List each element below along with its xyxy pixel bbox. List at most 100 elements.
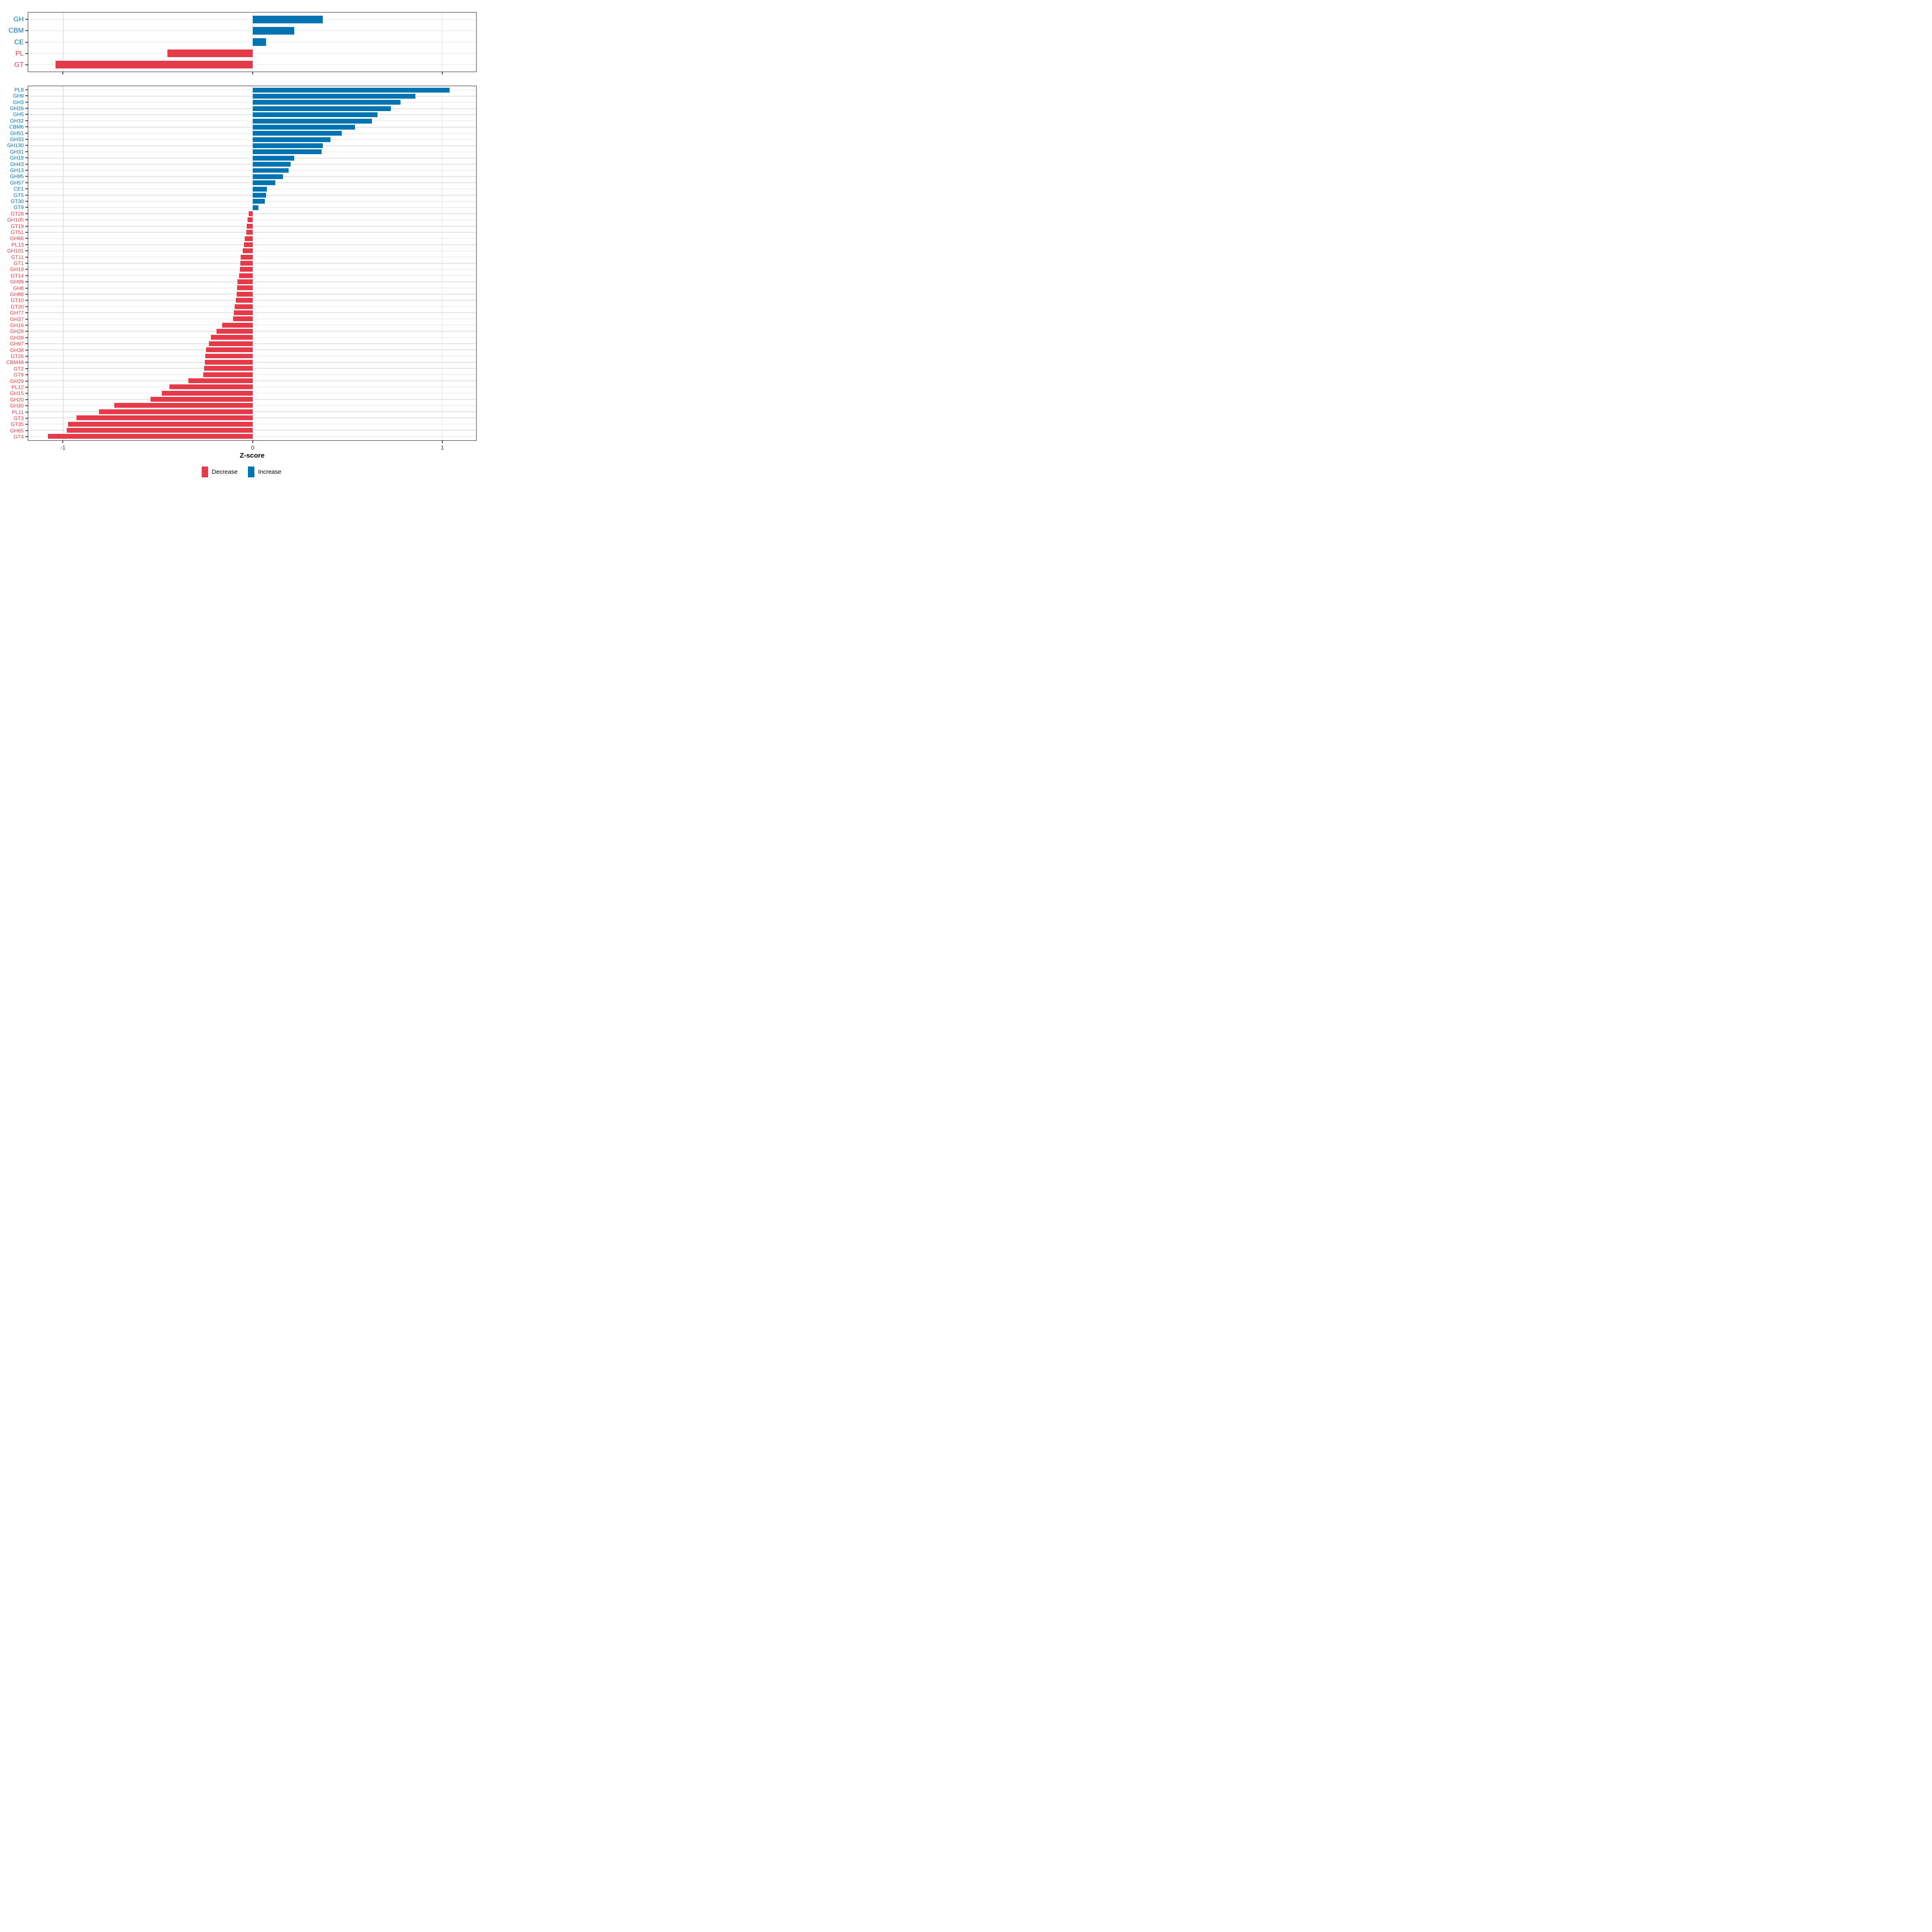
category-gridline: [28, 207, 476, 208]
bar-gh51: [252, 131, 342, 136]
y-axis-tick: [25, 120, 28, 121]
category-label-gh20: GH20: [10, 396, 24, 403]
y-axis-tick: [25, 244, 28, 245]
category-label-gt10: GT10: [10, 297, 24, 303]
legend-item-decrease: Decrease: [202, 466, 237, 477]
category-label-gh37: GH37: [10, 316, 24, 322]
bar-gh105: [247, 217, 253, 223]
y-axis-tick: [25, 126, 28, 128]
bar-gh95: [252, 174, 283, 179]
y-axis-tick: [25, 114, 28, 115]
bar-gt19: [247, 223, 253, 229]
legend-item-increase: Increase: [248, 466, 281, 477]
bar-ce1: [252, 186, 267, 192]
bar-gt28: [249, 211, 253, 217]
bar-gh97: [209, 341, 253, 346]
bar-gt1: [240, 261, 253, 266]
bar-gt: [56, 60, 253, 69]
category-gridline: [28, 151, 476, 153]
y-axis-tick: [25, 380, 28, 382]
bar-gh16: [222, 322, 253, 328]
y-axis-tick: [25, 219, 28, 221]
category-label-gt35: GT35: [10, 421, 24, 427]
bar-gh: [252, 15, 323, 24]
bar-gh33: [252, 137, 330, 142]
x-axis-title: Z-score: [239, 452, 265, 459]
bottom-panel: [28, 86, 477, 441]
category-label-gt3: GT3: [13, 415, 24, 421]
category-gridline: [28, 133, 476, 134]
y-axis-tick: [25, 393, 28, 394]
y-axis-tick: [25, 53, 28, 54]
category-label-gt4: GT4: [13, 433, 24, 440]
y-axis-tick: [25, 281, 28, 283]
x-axis-tick: [252, 441, 253, 443]
x-axis: -1 0 1: [28, 441, 477, 453]
bar-gh31: [252, 149, 322, 155]
bar-gt20: [234, 304, 253, 309]
category-gridline: [28, 170, 476, 171]
bar-gt3: [76, 415, 253, 421]
figure: GH CBM CE PL GT PL8 GH9 GH3 GH26 GH5 GH32 CBM6 GH51…: [0, 0, 483, 483]
category-label-gh15: GH15: [10, 390, 24, 396]
y-axis-tick: [25, 101, 28, 103]
category-label-gh9: GH9: [13, 93, 24, 99]
bar-gt30: [252, 199, 265, 204]
category-label-gh43: GH43: [10, 161, 24, 167]
y-axis-tick: [25, 362, 28, 363]
legend-swatch-increase: [248, 466, 255, 477]
legend-label-decrease: Decrease: [212, 468, 238, 475]
category-label-gh29: GH29: [10, 378, 24, 384]
y-axis-tick: [25, 169, 28, 171]
bar-gh43: [252, 162, 291, 167]
category-label-gt14: GT14: [10, 272, 24, 279]
y-axis-tick: [25, 269, 28, 270]
bar-gt9: [252, 205, 258, 210]
y-axis-tick: [25, 256, 28, 258]
category-gridline: [28, 19, 476, 20]
category-label-gh66: GH66: [10, 235, 24, 242]
bar-gt14: [239, 273, 253, 278]
category-gridline: [28, 164, 476, 165]
bar-gh5: [252, 112, 378, 118]
category-label-gt19: GT19: [10, 223, 24, 229]
y-axis-tick: [25, 19, 28, 20]
category-label-gt9: GT9: [13, 204, 24, 211]
bar-gh15: [161, 390, 253, 396]
bar-gh77: [234, 310, 253, 315]
bar-gh99: [237, 279, 253, 285]
bar-pl13: [244, 242, 253, 247]
top-panel-category-labels: GH CBM CE PL GT: [0, 12, 28, 72]
category-label-gt28: GT28: [10, 211, 24, 217]
category-label-gh18: GH18: [10, 155, 24, 161]
category-label-ce1: CE1: [13, 186, 24, 192]
category-label-gh31: GH31: [10, 149, 24, 155]
bottom-panel-category-labels: PL8 GH9 GH3 GH26 GH5 GH32 CBM6 GH51 GH33 GH130 GH3…: [0, 86, 28, 441]
y-axis-tick: [25, 132, 28, 134]
category-gridline: [28, 41, 476, 43]
category-gridline: [28, 176, 476, 177]
legend-label-increase: Increase: [258, 468, 281, 475]
bar-gt8: [203, 372, 253, 377]
y-axis-tick: [25, 231, 28, 233]
category-gridline: [28, 188, 476, 190]
y-axis-tick: [25, 64, 28, 66]
y-axis-tick: [25, 182, 28, 183]
y-axis-tick: [25, 430, 28, 431]
bar-gt11: [241, 254, 253, 260]
category-label-gh88: GH88: [10, 291, 24, 297]
bar-gh38: [206, 347, 253, 353]
y-axis-tick: [25, 250, 28, 252]
y-axis-tick: [25, 405, 28, 407]
y-axis-tick: [25, 176, 28, 177]
y-axis-tick: [25, 312, 28, 314]
bar-gh18: [252, 155, 295, 161]
y-axis-tick: [25, 138, 28, 140]
bar-gh28: [217, 329, 253, 334]
top-panel: [28, 12, 477, 72]
y-axis-tick: [25, 374, 28, 376]
bar-gt26: [205, 353, 253, 359]
bar-gh26: [252, 106, 391, 111]
y-axis-tick: [25, 325, 28, 326]
x-axis-tick: [62, 441, 64, 443]
